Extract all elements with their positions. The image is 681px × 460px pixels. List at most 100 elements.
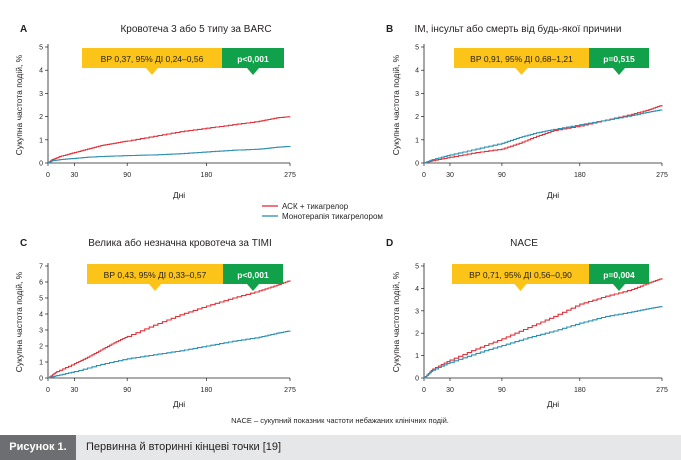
- y-tick-label: 7: [39, 264, 43, 271]
- p-value-box-pointer: [613, 68, 625, 75]
- y-axis-label: Сукупна частота подій, %: [14, 271, 24, 372]
- p-value-box: [589, 264, 649, 284]
- y-tick-label: 5: [415, 45, 419, 52]
- p-value-box: [589, 48, 649, 68]
- y-tick-label: 4: [39, 312, 43, 319]
- x-tick-label: 0: [46, 172, 50, 179]
- legend-label: АСК + тикагрелор: [282, 202, 349, 211]
- panel-letter: C: [20, 238, 27, 249]
- chart-panel-c: C Велика або незначна кровотеча за TIMI Су…: [14, 237, 296, 409]
- hr-box-pointer: [515, 68, 528, 75]
- x-axis-label: Дні: [547, 190, 559, 200]
- y-tick-label: 4: [39, 68, 43, 75]
- hr-text: ВР 0,37, 95% ДІ 0,24–0,56: [101, 54, 204, 64]
- y-tick-label: 2: [39, 114, 43, 121]
- x-axis-label: Дні: [173, 190, 185, 200]
- hr-text: ВР 0,43, 95% ДІ 0,33–0,57: [104, 270, 207, 280]
- hr-box-pointer: [149, 284, 161, 291]
- series-line-ask-ticagrelor: [424, 278, 663, 379]
- y-tick-label: 1: [415, 353, 419, 360]
- y-tick-label: 2: [415, 331, 419, 338]
- series-line-ticagrelor-monotherapy: [424, 109, 663, 164]
- y-axis-label: Сукупна частота подій, %: [391, 271, 401, 372]
- hr-box-pointer: [514, 284, 527, 291]
- x-tick-label: 0: [422, 387, 426, 394]
- x-tick-label: 30: [71, 172, 79, 179]
- x-tick-label: 275: [284, 387, 296, 394]
- x-tick-label: 90: [498, 172, 506, 179]
- hr-text: ВР 0,91, 95% ДІ 0,68–1,21: [470, 54, 573, 64]
- x-tick-label: 90: [123, 387, 131, 394]
- chart-title: ІМ, інсульт або смерть від будь-якої при…: [415, 23, 622, 35]
- chart-title: NACE: [510, 238, 538, 249]
- x-tick-label: 30: [71, 387, 79, 394]
- chart-title: Велика або незначна кровотеча за TIMI: [88, 237, 271, 249]
- y-tick-label: 4: [415, 68, 419, 75]
- p-value-text: p<0,001: [237, 54, 269, 64]
- hr-box: [87, 264, 223, 284]
- p-value-box-pointer: [613, 284, 625, 291]
- x-tick-label: 0: [422, 172, 426, 179]
- x-tick-label: 180: [574, 387, 586, 394]
- hr-box: [82, 48, 222, 68]
- x-tick-label: 30: [446, 172, 454, 179]
- hr-box-pointer: [146, 68, 158, 75]
- y-tick-label: 3: [39, 91, 43, 98]
- y-tick-label: 5: [39, 45, 43, 52]
- x-tick-label: 180: [574, 172, 586, 179]
- panel-letter: D: [386, 238, 393, 249]
- x-tick-label: 275: [656, 172, 668, 179]
- x-axis-label: Дні: [547, 399, 559, 409]
- series-line-ticagrelor-monotherapy: [48, 145, 291, 164]
- panel-letter: A: [20, 24, 27, 35]
- p-value-box-pointer: [247, 284, 259, 291]
- x-tick-label: 30: [446, 387, 454, 394]
- series-line-ask-ticagrelor: [48, 280, 291, 379]
- y-tick-label: 5: [39, 296, 43, 303]
- x-tick-label: 0: [46, 387, 50, 394]
- y-tick-label: 0: [39, 161, 43, 168]
- y-tick-label: 3: [415, 308, 419, 315]
- p-value-text: p=0,515: [603, 54, 635, 64]
- chart-panel-b: B ІМ, інсульт або смерть від будь-якої пр…: [386, 23, 668, 200]
- p-value-box: [223, 264, 283, 284]
- chart-panel-d: D NACE Сукупна частота подій, % 0 1 2 3 4 5 0 30 90…: [386, 238, 668, 409]
- series-line-ticagrelor-monotherapy: [424, 306, 663, 379]
- y-tick-label: 0: [415, 161, 419, 168]
- footnote: NACE – сукупний показник частоти небажан…: [231, 416, 449, 425]
- figure-caption-bar: Рисунок 1. Первинна й вторинні кінцеві т…: [0, 435, 681, 460]
- legend-label: Монотерапія тикагрелором: [282, 212, 383, 221]
- x-tick-label: 180: [201, 387, 213, 394]
- hr-box: [454, 48, 589, 68]
- panel-letter: B: [386, 24, 393, 35]
- y-tick-label: 5: [415, 264, 419, 271]
- y-axis-label: Сукупна частота подій, %: [14, 54, 24, 155]
- p-value-text: p=0,004: [603, 270, 635, 280]
- y-tick-label: 6: [39, 280, 43, 287]
- chart-title: Кровотеча 3 або 5 типу за BARC: [120, 23, 271, 35]
- y-tick-label: 0: [415, 376, 419, 383]
- x-tick-label: 90: [123, 172, 131, 179]
- p-value-box: [222, 48, 284, 68]
- x-tick-label: 275: [656, 387, 668, 394]
- series-line-ticagrelor-monotherapy: [48, 330, 291, 379]
- p-value-text: p<0,001: [237, 270, 269, 280]
- y-tick-label: 1: [415, 137, 419, 144]
- x-tick-label: 275: [284, 172, 296, 179]
- y-tick-label: 4: [415, 286, 419, 293]
- p-value-box-pointer: [247, 68, 259, 75]
- y-tick-label: 2: [415, 114, 419, 121]
- y-tick-label: 3: [415, 91, 419, 98]
- y-tick-label: 2: [39, 344, 43, 351]
- y-tick-label: 1: [39, 137, 43, 144]
- series-line-ask-ticagrelor: [48, 116, 291, 164]
- chart-panel-a: A Кровотеча 3 або 5 типу за BARC Сукупна ч…: [14, 23, 296, 200]
- y-tick-label: 1: [39, 360, 43, 367]
- y-axis-label: Сукупна частота подій, %: [391, 54, 401, 155]
- x-axis-label: Дні: [173, 399, 185, 409]
- hr-box: [452, 264, 589, 284]
- caption-tag: Рисунок 1.: [0, 435, 76, 460]
- hr-text: ВР 0,71, 95% ДІ 0,56–0,90: [469, 270, 572, 280]
- caption-text: Первинна й вторинні кінцеві точки [19]: [86, 441, 282, 453]
